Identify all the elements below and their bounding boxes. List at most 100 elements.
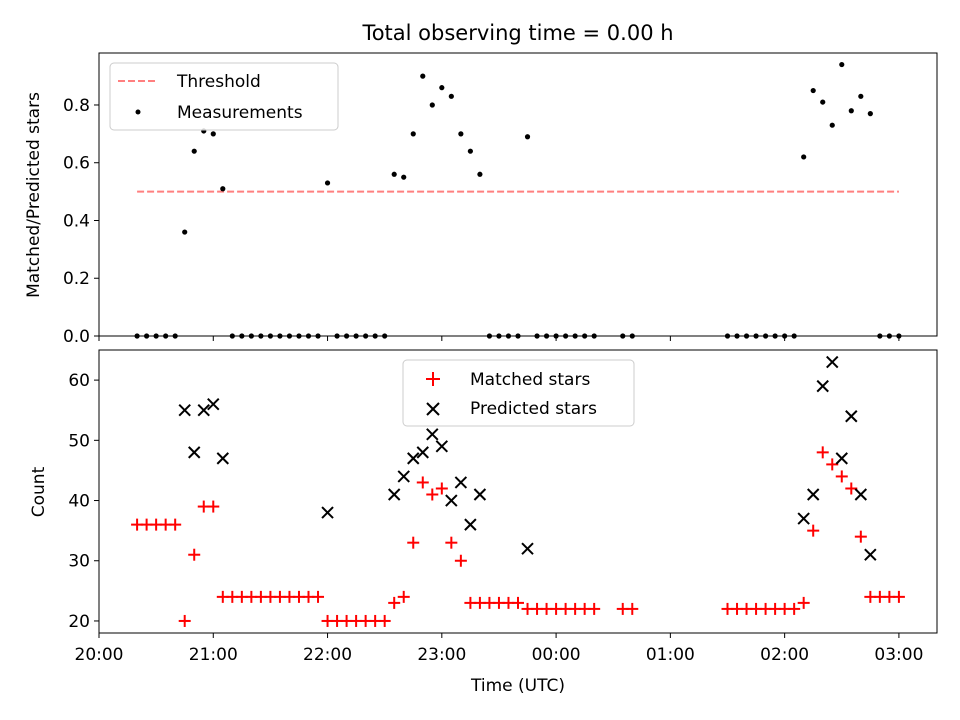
predicted-star-point xyxy=(197,404,210,417)
matched-star-point xyxy=(626,602,639,615)
measurement-point xyxy=(458,131,464,137)
bottom-legend: Matched stars Predicted stars xyxy=(402,359,635,427)
matched-star-point xyxy=(845,482,858,495)
bottom-x-axis: 20:00 21:00 22:00 23:00 00:00 01:00 02:00 03:00 xyxy=(75,633,923,665)
matched-star-point xyxy=(416,476,429,489)
top-panel: 0.00.20.40.60.8 Matched/Predicted stars … xyxy=(24,52,938,347)
bottom-y-tick-label: 30 xyxy=(68,552,90,572)
bottom-plot-area xyxy=(131,355,905,627)
legend-measurements-swatch xyxy=(135,109,141,115)
measurement-point xyxy=(324,180,331,186)
bottom-y-axis-label: Count xyxy=(29,466,49,517)
bottom-panel: 20 30 40 50 60 20:00 21:00 22:00 23:00 00:00 01:0… xyxy=(29,349,938,696)
predicted-star-point xyxy=(207,397,220,411)
bottom-x-tick-label: 00:00 xyxy=(532,645,581,665)
predicted-star-point xyxy=(826,355,839,369)
top-y-tick-label: 0.2 xyxy=(63,269,90,289)
bottom-frame xyxy=(98,349,938,634)
measurement-point xyxy=(439,85,445,91)
bottom-x-tick-label: 21:00 xyxy=(189,645,238,665)
predicted-star-point xyxy=(854,488,868,501)
predicted-star-point xyxy=(521,542,534,555)
matched-star-point xyxy=(397,590,410,603)
bottom-y-tick-label: 60 xyxy=(68,371,90,391)
bottom-y-tick-label: 20 xyxy=(68,612,90,632)
measurement-point xyxy=(391,171,397,177)
measurement-point xyxy=(477,171,483,177)
legend-matched-label: Matched stars xyxy=(470,370,590,390)
top-y-tick-label: 0.6 xyxy=(63,154,90,174)
matched-star-point xyxy=(588,602,601,615)
bottom-x-tick-label: 01:00 xyxy=(646,645,695,665)
bottom-x-tick-label: 23:00 xyxy=(417,645,466,665)
matched-star-point xyxy=(788,602,801,615)
figure-title: Total observing time = 0.00 h xyxy=(361,21,673,45)
predicted-star-point xyxy=(178,404,191,417)
bottom-legend-box xyxy=(402,359,635,427)
predicted-star-point xyxy=(845,410,858,423)
measurement-point xyxy=(801,154,807,160)
matched-star-point xyxy=(445,536,458,549)
top-frame xyxy=(98,52,938,337)
measurement-point xyxy=(220,186,226,192)
matched-star-point xyxy=(188,548,201,561)
measurement-point xyxy=(810,87,816,94)
matched-star-point xyxy=(435,482,448,495)
legend-measurements-label: Measurements xyxy=(177,103,303,123)
top-y-tick-label: 0.8 xyxy=(63,96,90,116)
matched-star-point xyxy=(892,590,905,603)
predicted-star-point xyxy=(216,452,230,465)
predicted-star-point xyxy=(416,446,429,459)
measurement-point xyxy=(429,102,435,108)
predicted-star-point xyxy=(445,494,458,507)
predicted-star-point xyxy=(473,488,487,501)
bottom-y-tick-label: 40 xyxy=(68,492,90,512)
predicted-star-point xyxy=(864,548,877,561)
predicted-star-point xyxy=(464,518,477,531)
predicted-star-point xyxy=(835,452,848,465)
predicted-star-point xyxy=(435,440,449,453)
matched-star-point xyxy=(312,590,325,603)
measurement-point xyxy=(858,93,864,99)
matched-star-point xyxy=(426,488,439,501)
matched-star-point xyxy=(854,530,867,543)
bottom-x-axis-label: Time (UTC) xyxy=(470,676,565,696)
measurement-point xyxy=(210,131,216,137)
measurement-point xyxy=(401,174,407,180)
matched-star-point xyxy=(388,596,401,609)
matched-star-point xyxy=(826,458,839,471)
measurement-point xyxy=(467,148,473,154)
matched-star-point xyxy=(454,554,467,567)
matched-star-point xyxy=(407,536,420,549)
bottom-y-tick-label: 50 xyxy=(68,431,90,451)
predicted-star-point xyxy=(806,488,820,501)
legend-predicted-label: Predicted stars xyxy=(470,399,597,419)
measurement-point xyxy=(448,93,454,99)
top-legend-box xyxy=(109,62,339,131)
legend-predicted-swatch xyxy=(426,402,440,416)
matched-star-point xyxy=(797,596,810,609)
matched-star-point xyxy=(807,524,820,537)
matched-star-point xyxy=(378,614,391,627)
matched-star-point xyxy=(169,518,182,531)
measurement-point xyxy=(524,134,531,140)
top-y-axis: 0.0 0.2 0.4 0.6 0.8 xyxy=(63,96,99,347)
measurement-point xyxy=(839,61,845,68)
bottom-x-tick-label: 20:00 xyxy=(75,645,124,665)
measurement-point xyxy=(848,108,854,114)
matched-star-point xyxy=(178,614,191,627)
predicted-star-point xyxy=(407,452,420,465)
top-y-tick-label: 0.0 xyxy=(63,327,90,347)
measurement-point xyxy=(867,111,873,117)
measurement-point xyxy=(829,122,835,128)
bottom-y-axis: 20 30 40 50 60 xyxy=(68,371,99,632)
measurement-point xyxy=(182,229,188,235)
top-x-axis xyxy=(98,336,900,341)
predicted-star-point xyxy=(797,512,810,525)
measurement-point xyxy=(410,131,416,137)
matched-star-point xyxy=(835,470,848,483)
top-y-tick-label: 0.4 xyxy=(63,211,90,231)
predicted-star-point xyxy=(454,476,468,489)
predicted-star-point xyxy=(188,446,201,459)
